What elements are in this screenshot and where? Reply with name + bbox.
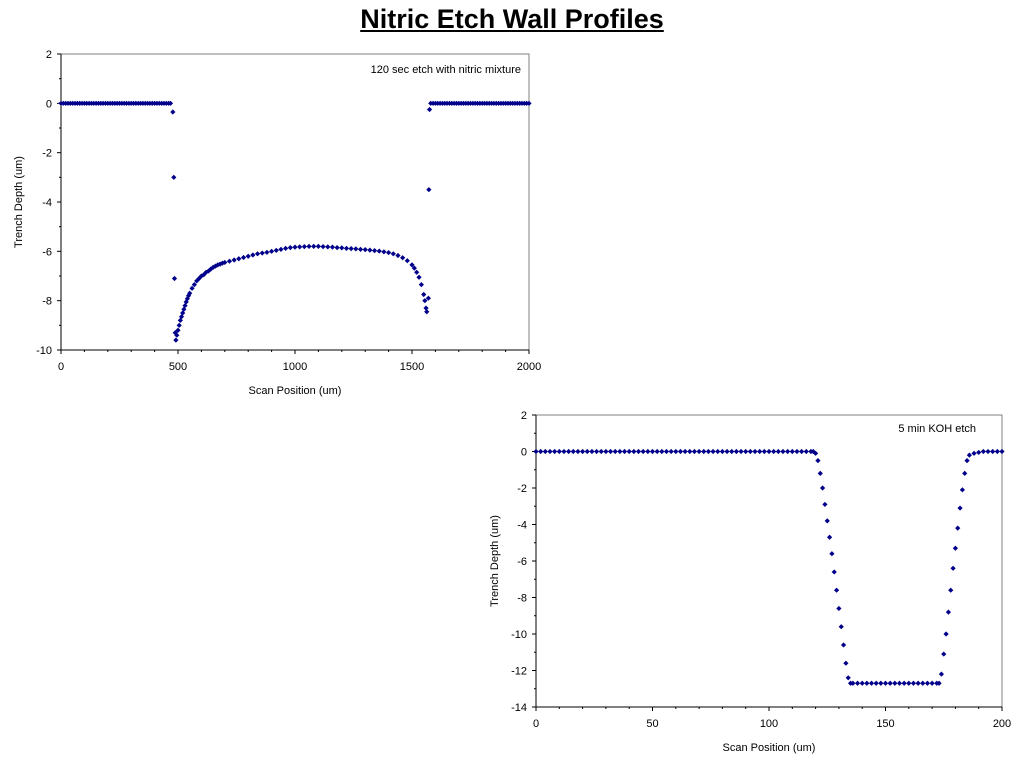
data-point [177, 317, 183, 323]
x-tick-label: 500 [169, 361, 187, 373]
data-point [173, 337, 179, 343]
data-point [325, 244, 331, 250]
y-tick-label: -4 [42, 197, 52, 209]
data-point [182, 303, 188, 309]
data-point [273, 247, 279, 253]
data-point [176, 322, 182, 328]
data-point [189, 285, 195, 291]
data-point [215, 262, 221, 268]
y-tick-label: -8 [42, 296, 52, 308]
x-tick-label: 1500 [400, 361, 424, 373]
data-point [416, 274, 422, 280]
data-point [226, 258, 233, 264]
chart-annotation: 120 sec etch with nitric mixture [371, 64, 521, 76]
data-point [306, 243, 312, 249]
data-point [292, 244, 298, 250]
data-point [231, 257, 237, 263]
data-point [423, 305, 429, 311]
data-point [371, 247, 378, 254]
y-tick-label: 2 [46, 49, 52, 61]
y-axis-label: Trench Depth (um) [13, 156, 25, 248]
data-point [311, 243, 317, 249]
data-point [287, 245, 293, 251]
x-tick-label: 2000 [517, 361, 541, 373]
data-point [343, 245, 350, 251]
data-series [58, 100, 532, 343]
data-point [320, 244, 326, 250]
y-tick-label: 0 [46, 98, 52, 110]
y-tick-label: -6 [42, 246, 52, 258]
data-point [254, 251, 261, 257]
data-point [175, 327, 181, 333]
data-point [418, 282, 424, 288]
data-point [191, 282, 197, 288]
data-point [426, 106, 433, 113]
data-point [205, 268, 212, 274]
data-point [409, 262, 415, 268]
data-point [424, 309, 430, 315]
page-title: Nitric Etch Wall Profiles [360, 4, 664, 34]
data-point [245, 253, 251, 259]
data-point [422, 298, 428, 304]
data-point [367, 247, 373, 253]
data-point [210, 264, 216, 270]
data-point [283, 245, 289, 251]
data-point [236, 256, 242, 262]
data-point [250, 252, 256, 258]
data-point [240, 254, 247, 261]
x-tick-label: 0 [58, 361, 64, 373]
data-point [183, 299, 189, 305]
data-point [376, 248, 382, 254]
data-point [421, 291, 427, 298]
data-point [426, 187, 432, 193]
data-point [329, 244, 336, 250]
data-point [425, 295, 431, 301]
plot-area-frame [60, 53, 530, 351]
data-point [362, 247, 368, 253]
data-point [269, 248, 275, 254]
x-axis-label: Scan Position (um) [249, 385, 342, 397]
data-point [184, 296, 190, 302]
data-point [357, 246, 364, 252]
data-point [297, 244, 303, 250]
data-point [353, 246, 359, 252]
data-point [171, 275, 178, 282]
data-point [167, 100, 174, 106]
data-point [264, 249, 270, 255]
data-point [278, 246, 284, 252]
data-point [411, 265, 417, 271]
data-point [259, 250, 265, 256]
y-tick-label: -2 [42, 148, 52, 160]
data-point [334, 245, 340, 251]
data-point [187, 290, 193, 296]
data-point [339, 245, 345, 251]
data-point [170, 109, 176, 115]
data-point [526, 100, 532, 106]
y-tick-label: -10 [36, 345, 52, 357]
data-point [178, 314, 185, 320]
data-point [315, 243, 321, 249]
data-point [348, 246, 354, 252]
data-point [301, 244, 307, 250]
data-point [414, 269, 420, 275]
data-point [222, 259, 228, 266]
data-point [386, 249, 392, 256]
data-point [381, 249, 387, 255]
x-tick-label: 1000 [283, 361, 307, 373]
data-point [212, 263, 219, 269]
data-point [390, 251, 396, 257]
data-point [395, 252, 401, 259]
data-point [217, 261, 223, 267]
data-point [171, 174, 177, 180]
data-point [404, 258, 410, 264]
data-point [400, 255, 406, 261]
data-point [174, 332, 180, 338]
